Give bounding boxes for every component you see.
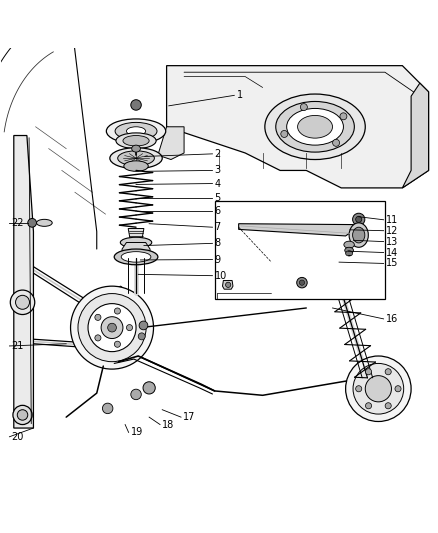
Ellipse shape (345, 247, 353, 253)
Circle shape (385, 369, 391, 375)
Text: 10: 10 (215, 271, 227, 281)
Polygon shape (239, 224, 353, 236)
Circle shape (127, 325, 133, 330)
Polygon shape (14, 135, 33, 428)
Ellipse shape (344, 241, 354, 248)
Ellipse shape (346, 251, 353, 256)
Ellipse shape (106, 119, 166, 143)
Text: 11: 11 (386, 215, 398, 225)
Text: 13: 13 (386, 237, 398, 247)
Text: 16: 16 (386, 314, 398, 324)
Circle shape (365, 369, 371, 375)
Circle shape (353, 364, 404, 414)
Circle shape (114, 308, 120, 314)
Text: 17: 17 (183, 412, 196, 422)
Text: 7: 7 (215, 222, 221, 232)
Circle shape (353, 213, 365, 225)
Circle shape (95, 335, 101, 341)
Polygon shape (122, 243, 150, 253)
Circle shape (131, 100, 141, 110)
Circle shape (17, 410, 28, 420)
Text: 14: 14 (386, 247, 398, 257)
Circle shape (13, 405, 32, 425)
Circle shape (143, 382, 155, 394)
Text: 20: 20 (12, 432, 24, 442)
Bar (215, 201, 385, 299)
Polygon shape (403, 83, 428, 188)
Circle shape (356, 386, 362, 392)
Ellipse shape (110, 148, 162, 169)
Ellipse shape (349, 223, 368, 247)
Circle shape (102, 403, 113, 414)
Ellipse shape (276, 101, 354, 152)
Text: 3: 3 (215, 165, 221, 175)
Circle shape (340, 113, 347, 120)
Circle shape (71, 286, 153, 369)
Circle shape (385, 403, 391, 409)
Circle shape (332, 139, 339, 147)
Circle shape (138, 333, 145, 340)
Circle shape (88, 304, 136, 352)
Circle shape (365, 376, 392, 402)
Circle shape (281, 131, 288, 138)
Ellipse shape (287, 108, 343, 145)
Circle shape (395, 386, 401, 392)
Ellipse shape (127, 127, 146, 135)
Text: 21: 21 (12, 341, 24, 351)
Circle shape (95, 314, 101, 320)
Text: 4: 4 (215, 179, 221, 189)
Ellipse shape (120, 237, 152, 248)
Circle shape (356, 216, 362, 222)
Ellipse shape (116, 133, 156, 149)
Circle shape (365, 403, 371, 409)
Ellipse shape (132, 145, 141, 152)
Circle shape (28, 219, 36, 227)
Circle shape (300, 103, 307, 110)
Ellipse shape (297, 116, 332, 138)
Circle shape (139, 321, 148, 330)
Ellipse shape (265, 94, 365, 159)
Ellipse shape (118, 151, 154, 166)
Text: 6: 6 (215, 206, 221, 216)
Circle shape (226, 282, 231, 287)
Text: 15: 15 (386, 259, 398, 269)
Text: 12: 12 (386, 225, 398, 236)
Circle shape (114, 341, 120, 348)
Circle shape (131, 389, 141, 400)
Text: 2: 2 (215, 149, 221, 159)
Ellipse shape (36, 220, 52, 227)
Circle shape (346, 356, 411, 422)
Circle shape (15, 295, 29, 309)
Ellipse shape (353, 227, 365, 243)
Ellipse shape (114, 249, 158, 265)
Polygon shape (166, 66, 428, 188)
Ellipse shape (115, 123, 157, 140)
Text: 9: 9 (215, 255, 221, 264)
Text: 1: 1 (237, 91, 243, 100)
Circle shape (101, 317, 123, 338)
Polygon shape (128, 229, 144, 238)
Polygon shape (223, 280, 233, 289)
Text: 18: 18 (162, 419, 174, 430)
Circle shape (108, 323, 117, 332)
Circle shape (297, 277, 307, 288)
Text: 19: 19 (131, 427, 143, 438)
Circle shape (299, 280, 304, 285)
Polygon shape (84, 286, 145, 365)
Polygon shape (158, 127, 184, 159)
Text: 8: 8 (215, 238, 221, 248)
Text: 5: 5 (215, 192, 221, 203)
Circle shape (78, 294, 146, 362)
Ellipse shape (123, 135, 149, 146)
Circle shape (11, 290, 35, 314)
Ellipse shape (124, 161, 148, 171)
Text: 22: 22 (12, 218, 24, 228)
Ellipse shape (121, 252, 151, 262)
